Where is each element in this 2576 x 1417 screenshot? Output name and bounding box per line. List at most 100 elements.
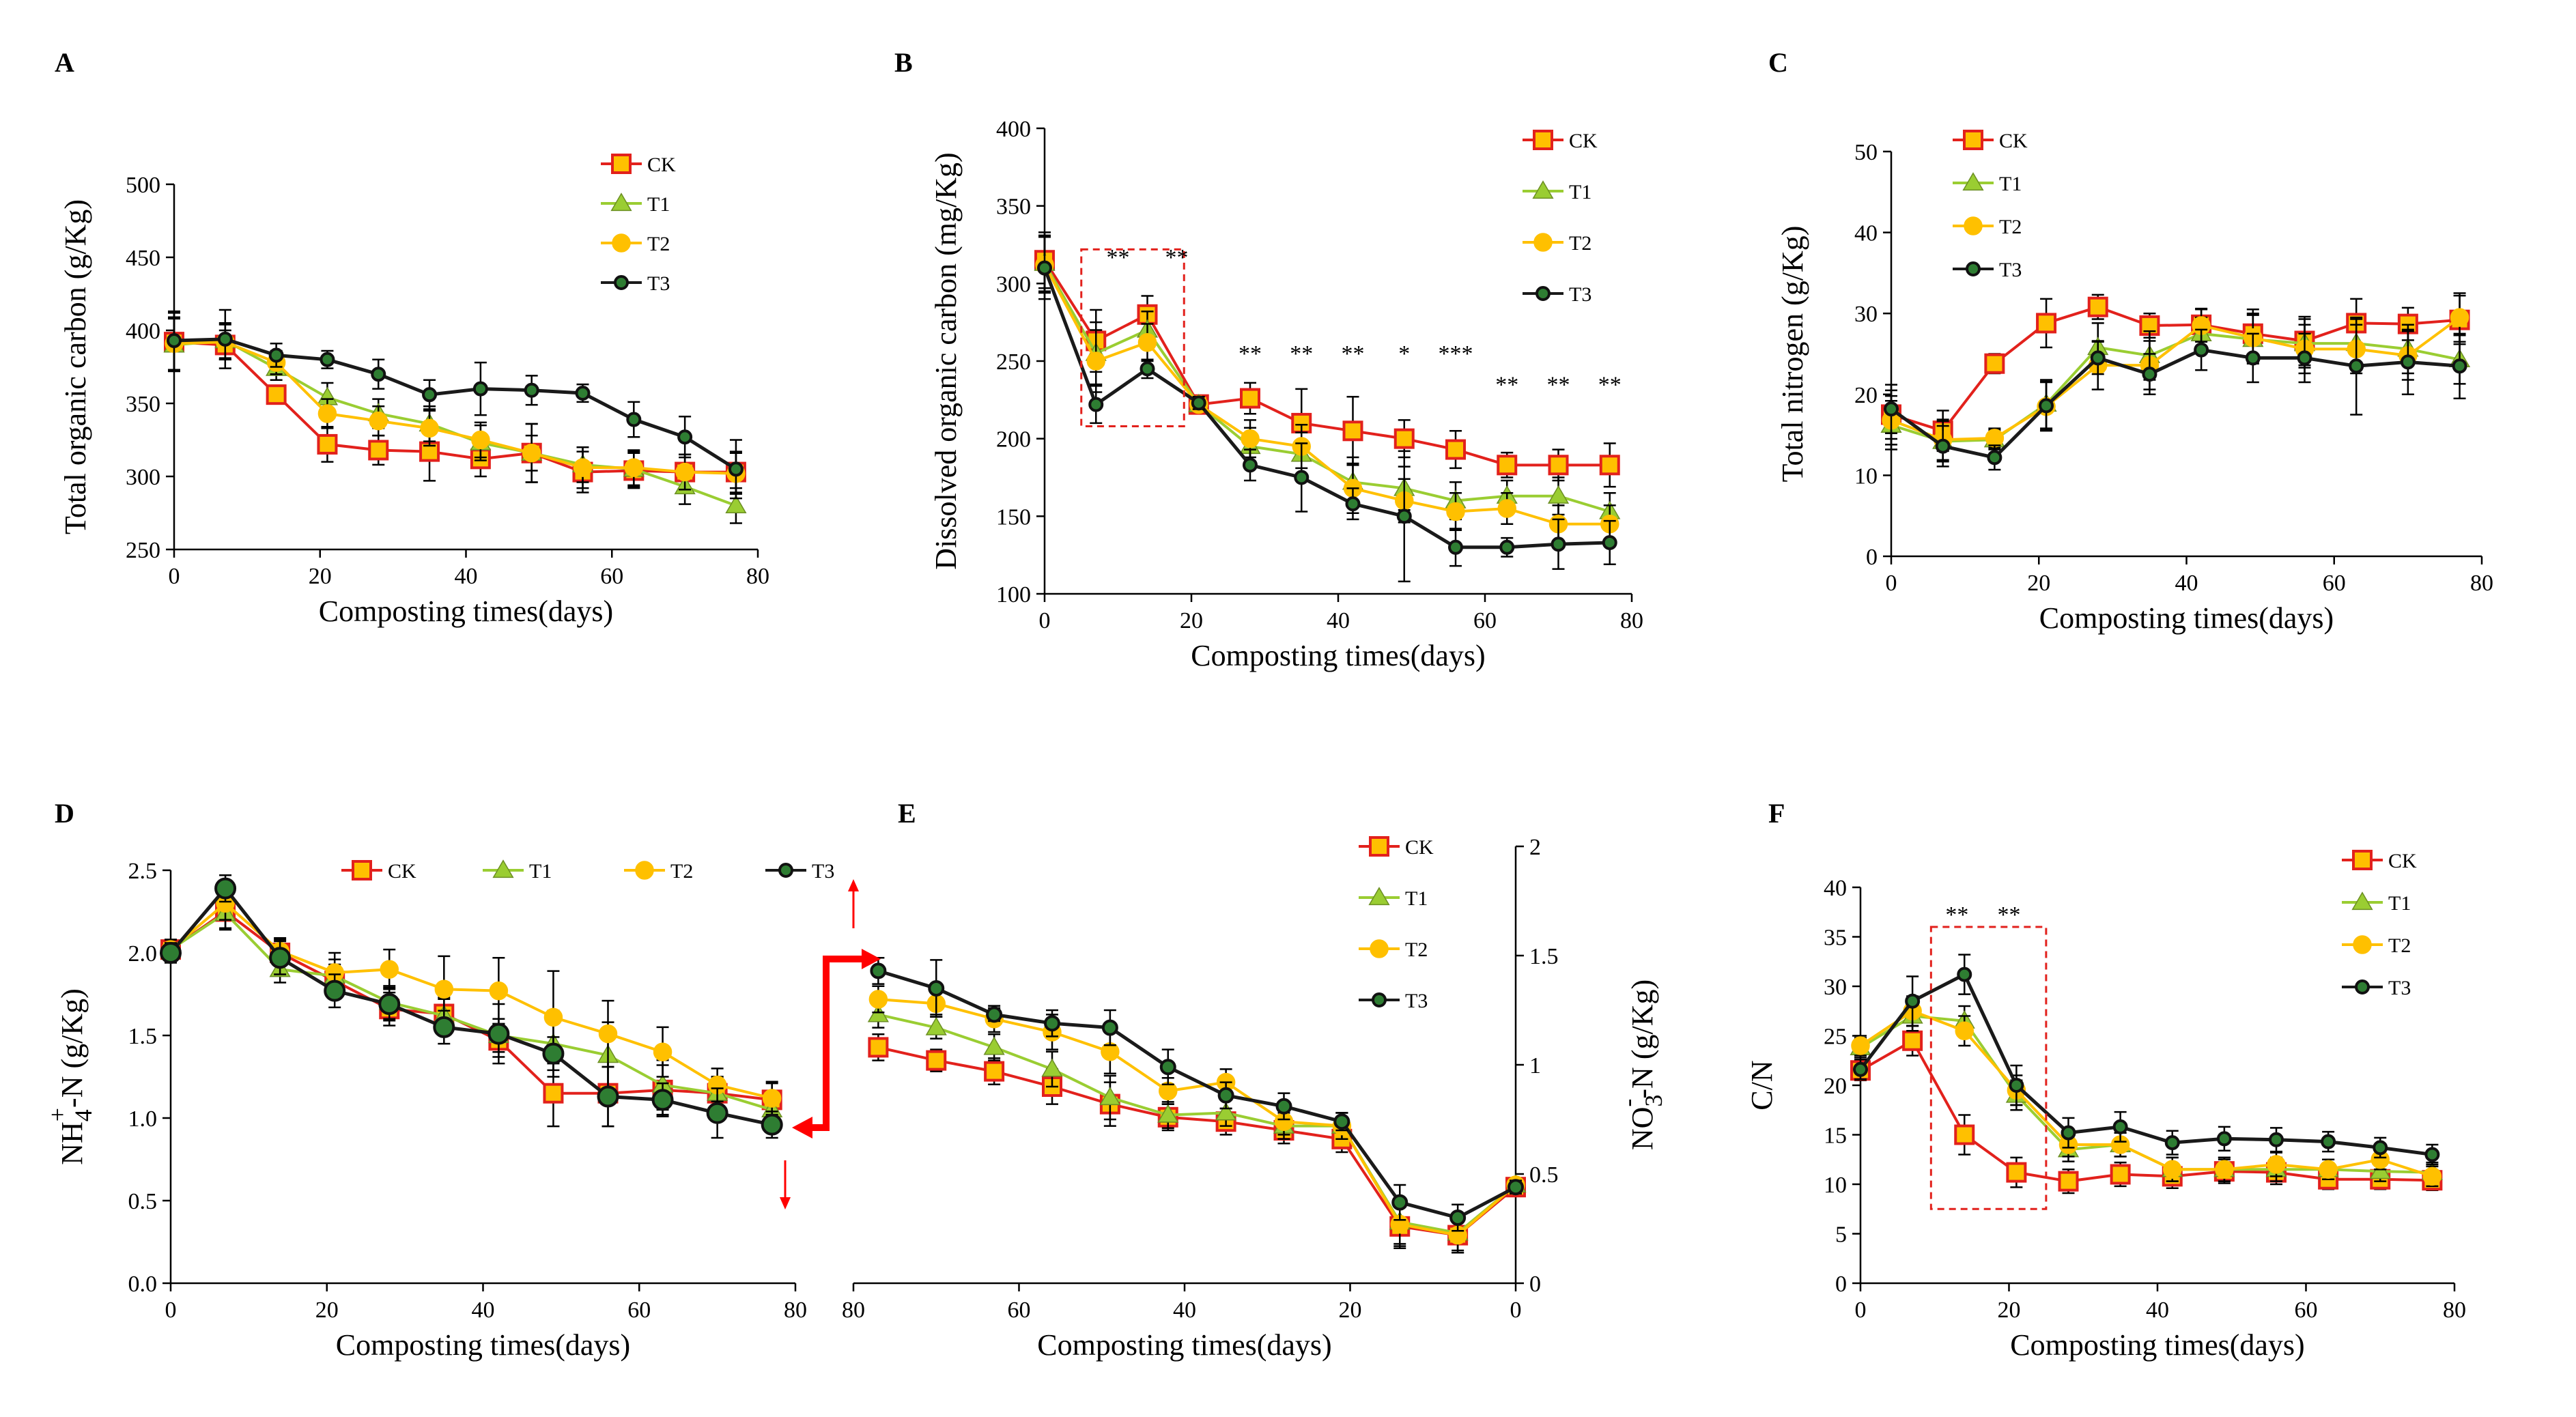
legend-entry-ck: CK: [1523, 130, 1598, 152]
data-point-ck: [2110, 1164, 2131, 1185]
x-axis-title: Composting times(days): [1037, 1328, 1331, 1362]
data-point-ck: [1393, 428, 1415, 449]
series-line-t1: [173, 339, 737, 507]
up-arrow-head: [848, 879, 859, 891]
legend-marker-t2: [612, 233, 631, 253]
y-axis-title: Total nitrogen (g/Kg): [1776, 226, 1809, 483]
x-tick-label: 80: [842, 1298, 865, 1323]
legend-label-t1: T1: [1999, 173, 2022, 195]
series-line-t1: [1859, 1014, 2433, 1174]
series-line-ck: [1043, 259, 1610, 467]
connector-line: [812, 956, 864, 1131]
data-point-ck: [2087, 296, 2108, 317]
legend-entry-t3: T3: [601, 272, 670, 295]
data-point-t3: [651, 1089, 674, 1111]
y-tick-label: 10: [1824, 1173, 1847, 1198]
significance-label: **: [1342, 341, 1365, 367]
legend-marker-t2: [1370, 939, 1389, 958]
series-line-t2: [1859, 1010, 2433, 1178]
data-point-t1: [983, 1036, 1005, 1055]
legend-marker-t3: [1535, 286, 1551, 301]
significance-label: **: [1598, 372, 1622, 397]
significance-label: **: [1290, 341, 1313, 367]
x-tick-label: 80: [1620, 608, 1643, 633]
data-point-t2: [1241, 429, 1260, 448]
data-point-t3: [324, 979, 346, 1002]
y-tick-label: 0: [1529, 1272, 1541, 1297]
legend-label-t3: T3: [2388, 977, 2411, 999]
significance-label: **: [1945, 902, 1968, 928]
legend-entry-ck: CK: [2342, 850, 2417, 872]
legend: CK T1 T2 T3: [1953, 130, 2028, 281]
legend-label-ck: CK: [647, 154, 676, 176]
series-line-ck: [169, 910, 772, 1102]
data-point-t3: [2216, 1131, 2232, 1147]
data-point-t2: [598, 1024, 618, 1044]
series-t3: [870, 956, 1524, 1232]
significance-label: **: [1547, 372, 1570, 397]
significance-label: **: [1495, 372, 1518, 397]
data-point-ck: [1984, 353, 2005, 374]
y-tick-label: 400: [126, 319, 160, 344]
data-point-t3: [1448, 539, 1463, 555]
highlight-box: [1080, 248, 1185, 427]
series-t2: [161, 885, 782, 1116]
x-tick-label: 40: [1173, 1298, 1196, 1323]
legend-marker-t2: [1964, 216, 1983, 235]
x-tick-label: 80: [2470, 571, 2493, 596]
legend-marker-ck: [2352, 850, 2373, 870]
data-point-t3: [2061, 1125, 2076, 1141]
legend-entry-t1: T1: [1953, 172, 2022, 195]
series-t2: [165, 316, 746, 495]
legend-label-t1: T1: [647, 193, 670, 216]
legend-label-t3: T3: [1569, 283, 1591, 306]
y-axis-title: Total organic carbon (g/Kg): [59, 199, 92, 534]
data-point-t1: [725, 495, 747, 513]
series-line-t3: [1890, 347, 2460, 460]
data-point-t3: [2009, 1078, 2024, 1093]
down-arrow-head: [780, 1197, 791, 1210]
data-point-t3: [1294, 470, 1310, 485]
legend-label-t2: T2: [1999, 216, 2022, 238]
legend-entry-t1: T1: [1523, 180, 1591, 203]
legend-entry-t3: T3: [1523, 283, 1591, 306]
data-point-t1: [1547, 485, 1570, 504]
connector-arrows: [780, 879, 881, 1210]
y-tick-label: 30: [1824, 975, 1847, 1000]
legend-marker-t1: [610, 192, 632, 212]
data-point-t3: [2112, 1119, 2128, 1134]
data-point-ck: [368, 440, 389, 461]
x-tick-label: 60: [600, 564, 623, 589]
series-line-t2: [1891, 316, 2461, 442]
data-point-ck: [2058, 1171, 2079, 1192]
data-point-t2: [1955, 1021, 1974, 1040]
data-point-t3: [1159, 1059, 1176, 1076]
x-tick-label: 80: [784, 1298, 807, 1323]
legend-entry-t3: T3: [765, 860, 834, 883]
series-line-t3: [173, 337, 737, 471]
data-point-t3: [1044, 1015, 1060, 1032]
data-point-t3: [2245, 350, 2261, 366]
legend-label-ck: CK: [2388, 850, 2417, 872]
data-point-t2: [2215, 1160, 2234, 1179]
y-tick-label: 300: [996, 272, 1031, 297]
data-point-t3: [1396, 509, 1412, 524]
data-point-t3: [214, 877, 237, 900]
x-tick-label: 0: [169, 564, 180, 589]
data-point-t3: [2269, 1132, 2284, 1147]
panel-letter-b: B: [894, 47, 913, 78]
data-point-t2: [471, 430, 490, 450]
series-line-t1: [169, 911, 773, 1111]
significance-label: **: [1998, 902, 2021, 928]
data-point-t3: [1853, 1061, 1868, 1077]
data-point-t3: [1088, 397, 1104, 412]
data-point-t3: [1275, 1098, 1292, 1115]
y-tick-label: 450: [126, 246, 160, 271]
y-tick-label: 5: [1835, 1222, 1847, 1248]
data-point-t3: [1602, 534, 1617, 550]
data-point-t3: [575, 386, 591, 401]
x-tick-label: 80: [746, 564, 769, 589]
panel-d: D 0.0 0.5 1.0 1.5 2.0 2.5 0 20 40 60 80 Composting t…: [44, 798, 834, 1362]
y-tick-label: 15: [1824, 1123, 1847, 1149]
panel-b: B 100 150 200 250 300 350 400 0 20 40 60 80 Compostin…: [894, 47, 1643, 672]
